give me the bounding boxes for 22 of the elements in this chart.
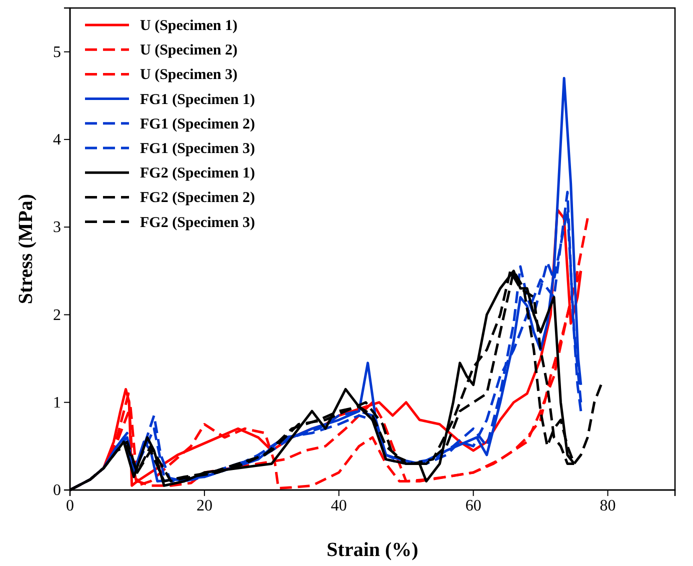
y-tick-label: 1 xyxy=(53,394,61,412)
legend-label: FG2 (Specimen 2) xyxy=(140,190,255,206)
y-axis-title: Stress (MPa) xyxy=(15,194,37,304)
legend-label: U (Specimen 2) xyxy=(140,42,238,59)
legend-label: FG1 (Specimen 2) xyxy=(140,116,255,132)
y-tick-label: 4 xyxy=(53,132,61,149)
y-tick-label: 3 xyxy=(53,219,61,236)
legend-label: FG2 (Specimen 1) xyxy=(140,166,255,182)
legend-label: U (Specimen 3) xyxy=(140,67,238,84)
x-tick-label: 0 xyxy=(66,497,74,514)
y-tick-label: 0 xyxy=(53,482,61,500)
x-axis-title: Strain (%) xyxy=(326,539,418,561)
x-tick-label: 20 xyxy=(196,497,212,514)
y-tick-label: 5 xyxy=(53,44,61,61)
legend-label: FG1 (Specimen 3) xyxy=(140,141,255,157)
legend-label: FG1 (Specimen 1) xyxy=(140,92,255,108)
x-tick-label: 40 xyxy=(330,497,347,514)
x-tick-label: 60 xyxy=(465,497,482,514)
legend-label: U (Specimen 1) xyxy=(140,18,238,34)
y-tick-label: 2 xyxy=(53,306,61,324)
legend-label: FG2 (Specimen 3) xyxy=(140,214,255,231)
x-tick-label: 80 xyxy=(600,497,616,514)
